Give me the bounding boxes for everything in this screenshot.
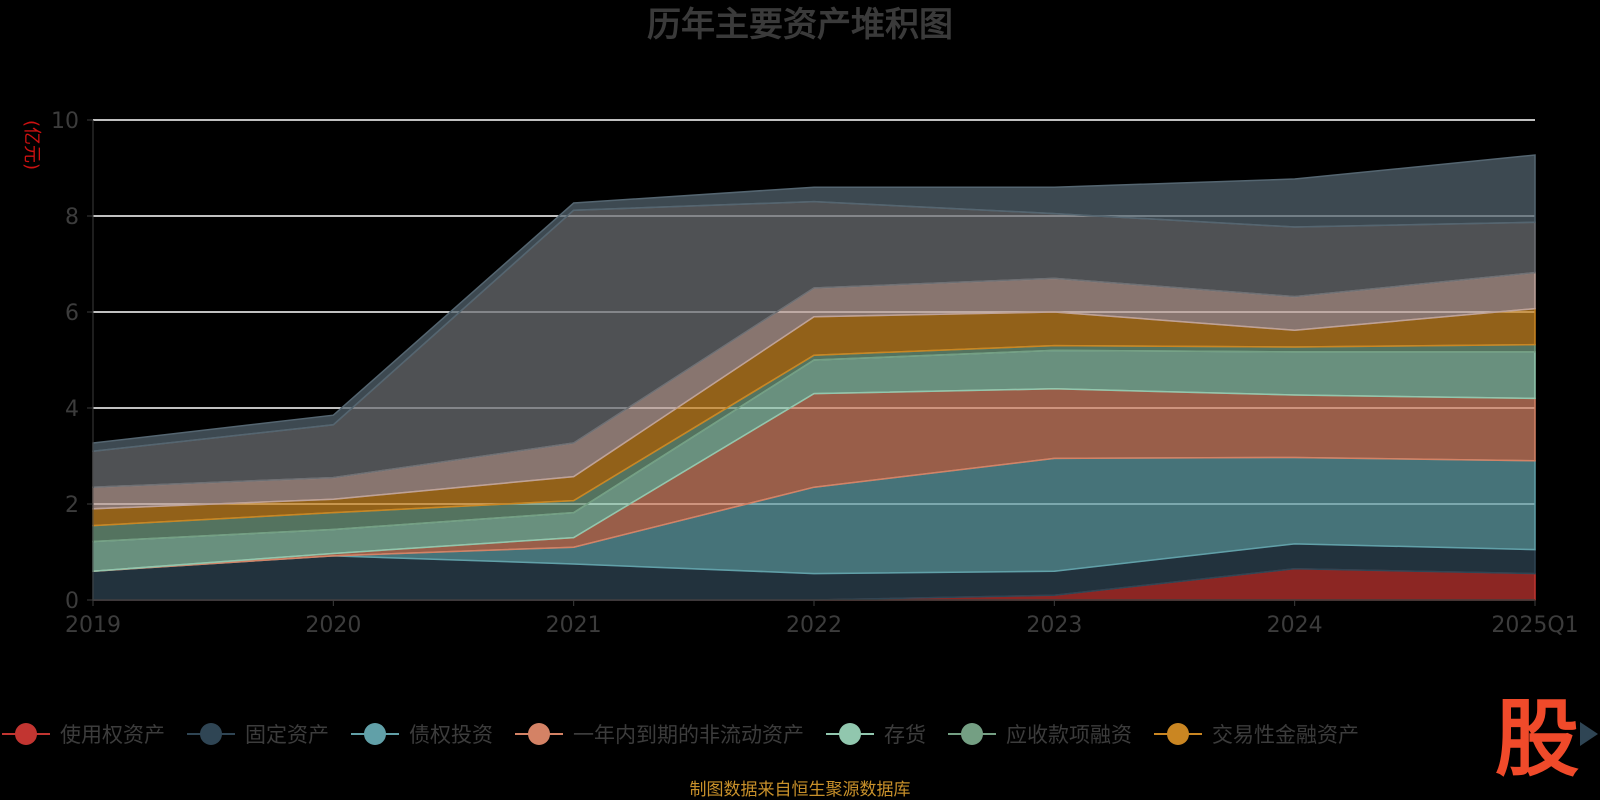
axes: 0 2 4 6 8 10 2019 2020 2021 2022 2023 2024 2025Q1 xyxy=(51,109,1579,638)
legend-item[interactable]: 一年内到期的非流动资产 xyxy=(515,723,804,747)
y-tick-label: 8 xyxy=(65,205,79,230)
chart-title: 历年主要资产堆积图 xyxy=(647,5,953,45)
stacked-areas xyxy=(92,154,1536,601)
legend-label: 应收款项融资 xyxy=(1006,723,1132,747)
legend-marker xyxy=(1167,723,1189,745)
legend-item[interactable]: 交易性金融资产 xyxy=(1154,723,1359,747)
x-tick-label: 2022 xyxy=(786,613,842,638)
legend-label: 一年内到期的非流动资产 xyxy=(573,723,804,747)
y-tick-label: 4 xyxy=(65,397,79,422)
legend-item[interactable]: 债权投资 xyxy=(351,723,493,747)
legend-next-page-arrow[interactable] xyxy=(1580,722,1598,746)
legend-marker xyxy=(839,723,861,745)
site-logo: 股 xyxy=(1495,690,1579,788)
x-tick-label: 2024 xyxy=(1267,613,1323,638)
x-tick-label: 2023 xyxy=(1026,613,1082,638)
y-axis-unit: (亿元) xyxy=(21,120,42,170)
legend-marker xyxy=(528,723,550,745)
y-tick-label: 10 xyxy=(51,109,79,134)
legend-label: 固定资产 xyxy=(245,723,329,747)
area-series-9 xyxy=(92,154,1536,453)
legend-marker xyxy=(961,723,983,745)
x-tick-label: 2019 xyxy=(65,613,121,638)
legend-item[interactable]: 应收款项融资 xyxy=(948,723,1132,747)
data-source-note: 制图数据来自恒生聚源数据库 xyxy=(690,780,911,800)
y-tick-label: 0 xyxy=(65,589,79,614)
legend-marker xyxy=(15,723,37,745)
legend-item[interactable]: 固定资产 xyxy=(187,723,329,747)
legend[interactable]: 使用权资产 固定资产 债权投资 一年内到期的非流动资产 存货 应收款项融资 交易性金融资产 xyxy=(2,723,1359,747)
y-tick-label: 6 xyxy=(65,301,79,326)
x-tick-label: 2025Q1 xyxy=(1491,613,1578,638)
legend-marker xyxy=(364,723,386,745)
legend-marker xyxy=(200,723,222,745)
legend-item[interactable]: 使用权资产 xyxy=(2,723,165,747)
legend-label: 交易性金融资产 xyxy=(1212,723,1359,747)
legend-label: 存货 xyxy=(884,723,926,747)
legend-label: 使用权资产 xyxy=(60,723,165,747)
legend-label: 债权投资 xyxy=(409,723,493,747)
x-tick-label: 2020 xyxy=(305,613,361,638)
legend-item[interactable]: 存货 xyxy=(826,723,926,747)
y-tick-label: 2 xyxy=(65,493,79,518)
x-tick-label: 2021 xyxy=(546,613,602,638)
